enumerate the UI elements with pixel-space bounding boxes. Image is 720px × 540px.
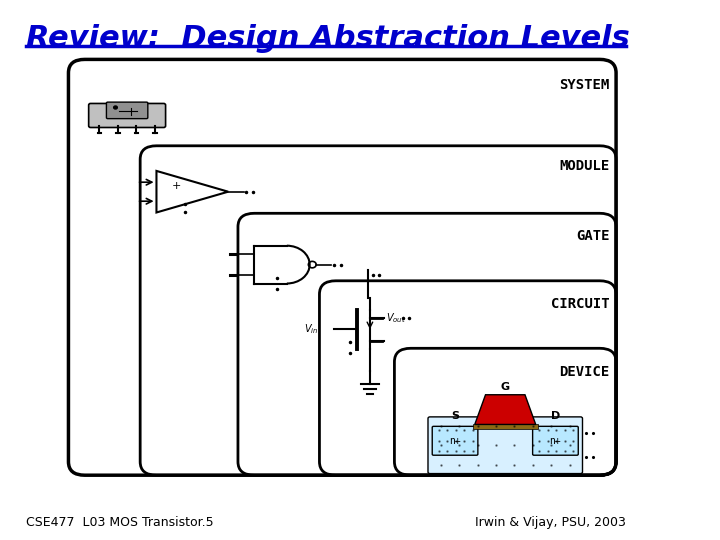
Text: n+: n+ xyxy=(449,436,461,446)
Polygon shape xyxy=(474,395,536,424)
FancyBboxPatch shape xyxy=(428,417,582,474)
Text: Review:  Design Abstraction Levels: Review: Design Abstraction Levels xyxy=(26,24,630,53)
Text: CSE477  L03 MOS Transistor.5: CSE477 L03 MOS Transistor.5 xyxy=(26,516,214,529)
FancyBboxPatch shape xyxy=(89,104,166,127)
Text: CIRCUIT: CIRCUIT xyxy=(551,297,610,311)
Text: D: D xyxy=(551,411,560,421)
Text: G: G xyxy=(500,382,510,392)
FancyBboxPatch shape xyxy=(107,102,148,119)
Circle shape xyxy=(114,106,117,109)
FancyBboxPatch shape xyxy=(473,424,538,429)
Text: GATE: GATE xyxy=(576,230,610,244)
Polygon shape xyxy=(156,171,228,212)
Text: MODULE: MODULE xyxy=(559,159,610,173)
Text: $V_{in}$: $V_{in}$ xyxy=(304,322,318,336)
Text: $V_{out}$: $V_{out}$ xyxy=(385,311,405,325)
FancyBboxPatch shape xyxy=(432,427,478,455)
Text: DEVICE: DEVICE xyxy=(559,364,610,379)
Text: Irwin & Vijay, PSU, 2003: Irwin & Vijay, PSU, 2003 xyxy=(475,516,626,529)
Text: S: S xyxy=(451,411,459,421)
Text: +: + xyxy=(171,181,181,191)
Text: SYSTEM: SYSTEM xyxy=(559,78,610,92)
Text: n+: n+ xyxy=(549,436,562,446)
FancyBboxPatch shape xyxy=(533,427,578,455)
